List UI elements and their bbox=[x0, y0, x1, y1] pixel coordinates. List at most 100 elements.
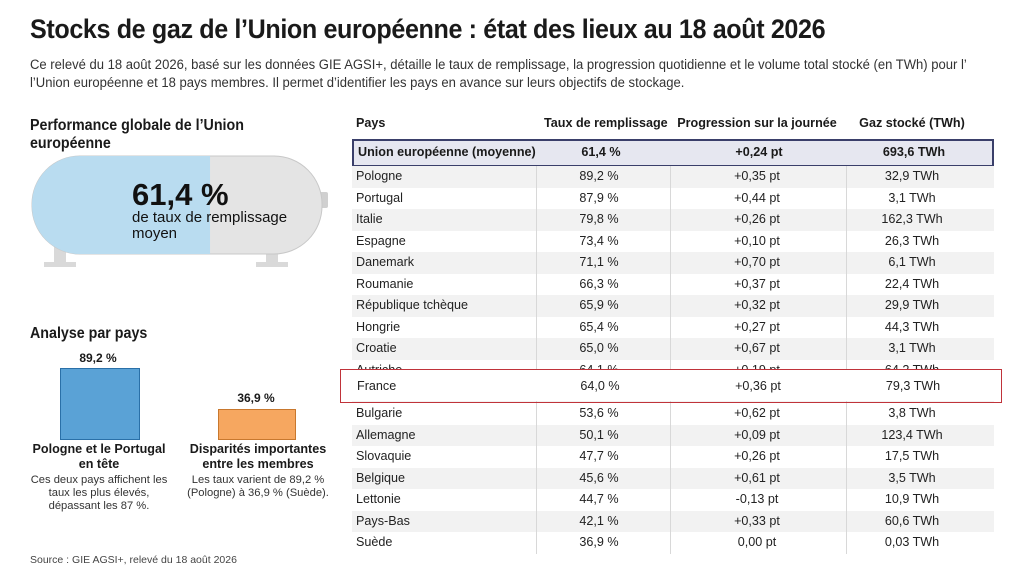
col-pays: Pays bbox=[356, 116, 386, 130]
highlighted-row-france: France 64,0 % +0,36 pt 79,3 TWh bbox=[341, 370, 1001, 401]
eu-fill-rate-value: 61,4 % bbox=[132, 177, 229, 212]
table-row: Espagne 73,4 % +0,10 pt 26,3 TWh bbox=[352, 230, 994, 253]
cell-gaz: 17,5 TWh bbox=[884, 449, 940, 464]
cell-pays: Danemark bbox=[356, 255, 415, 270]
cell-gaz: 3,1 TWh bbox=[888, 341, 936, 356]
cell-taux: 73,4 % bbox=[579, 233, 619, 248]
cell-progression: +0,35 pt bbox=[734, 169, 780, 183]
cell-taux: 44,7 % bbox=[579, 492, 619, 507]
cell-gaz: 3,8 TWh bbox=[888, 406, 936, 421]
table-row: Pays-Bas 42,1 % +0,33 pt 60,6 TWh bbox=[352, 510, 994, 533]
cell-gaz: 29,9 TWh bbox=[884, 298, 940, 313]
cell-progression: +0,10 pt bbox=[734, 233, 780, 248]
cell-progression: +0,37 pt bbox=[734, 276, 780, 291]
table-row: Croatie 65,0 % +0,67 pt 3,1 TWh bbox=[352, 338, 994, 360]
cell-gaz: 162,3 TWh bbox=[881, 212, 943, 227]
cell-pays: Roumanie bbox=[356, 276, 414, 291]
cell-pays: Pays-Bas bbox=[356, 513, 410, 528]
cell-pays: Suède bbox=[356, 535, 393, 550]
performance-heading: Performance globale de l’Union européenn… bbox=[30, 117, 244, 152]
cell-progression: +0,44 pt bbox=[734, 190, 780, 205]
cell-taux: 47,7 % bbox=[579, 449, 619, 464]
cell-taux: 71,1 % bbox=[579, 255, 619, 270]
cell-progression: 0,00 pt bbox=[737, 535, 777, 550]
bar-high bbox=[60, 368, 140, 440]
tank-fill-level bbox=[32, 156, 211, 254]
table-row: Belgique 45,6 % +0,61 pt 3,5 TWh bbox=[352, 467, 994, 490]
bar-value-label: 36,9 % bbox=[237, 391, 275, 405]
source-note: Source : GIE AGSI+, relevé du 18 août 20… bbox=[30, 554, 237, 566]
cell-progression: +0,33 pt bbox=[734, 513, 780, 528]
analyse-heading: Analyse par pays bbox=[30, 325, 148, 342]
cell-progression: +0,62 pt bbox=[734, 406, 780, 421]
bar-value-label: 89,2 % bbox=[79, 351, 117, 365]
cell-taux: 45,6 % bbox=[579, 470, 619, 485]
cell-progression: +0,36 pt bbox=[735, 379, 781, 393]
table-row: Roumanie 66,3 % +0,37 pt 22,4 TWh bbox=[352, 273, 994, 296]
cell-gaz: 22,4 TWh bbox=[884, 276, 940, 291]
table-row: Danemark 71,1 % +0,70 pt 6,1 TWh bbox=[352, 252, 994, 274]
cell-pays: Belgique bbox=[356, 470, 406, 485]
cell-taux: 42,1 % bbox=[579, 513, 619, 528]
cell-taux: 65,9 % bbox=[579, 298, 619, 313]
cell-gaz: 79,3 TWh bbox=[885, 379, 941, 393]
cell-pays: Lettonie bbox=[356, 492, 401, 507]
cell-pays: Pologne bbox=[356, 169, 403, 183]
eu-average-row: Union européenne (moyenne) 61,4 % +0,24 … bbox=[352, 139, 994, 167]
gas-tank-icon bbox=[31, 155, 328, 267]
table-row: Bulgarie 53,6 % +0,62 pt 3,8 TWh bbox=[352, 403, 994, 425]
cell-gaz: 26,3 TWh bbox=[884, 233, 940, 248]
highlight-frame bbox=[340, 369, 1002, 403]
cell-pays: Espagne bbox=[356, 233, 406, 248]
page-title: Stocks de gaz de l’Union européenne : ét… bbox=[30, 14, 826, 44]
cell-pays: Union européenne (moyenne) bbox=[358, 145, 536, 159]
cell-gaz: 60,6 TWh bbox=[884, 513, 940, 528]
cell-gaz: 123,4 TWh bbox=[881, 427, 943, 442]
column-divider bbox=[536, 166, 537, 554]
column-divider bbox=[846, 166, 847, 554]
cell-gaz: 693,6 TWh bbox=[882, 145, 946, 159]
cell-gaz: 3,5 TWh bbox=[888, 470, 936, 485]
cell-taux: 65,0 % bbox=[579, 341, 619, 356]
col-progression: Progression sur la journée bbox=[677, 116, 837, 130]
cell-progression: +0,27 pt bbox=[734, 319, 780, 334]
cell-taux: 79,8 % bbox=[579, 212, 619, 227]
cell-gaz: 10,9 TWh bbox=[884, 492, 940, 507]
cell-progression: +0,26 pt bbox=[734, 212, 780, 227]
table-header: Pays Taux de remplissage Progression sur… bbox=[352, 112, 994, 134]
table-row: Pologne 89,2 % +0,35 pt 32,9 TWh bbox=[352, 166, 994, 188]
eu-fill-rate-label: de taux de remplissage moyen bbox=[132, 209, 288, 242]
cell-pays: Bulgarie bbox=[356, 406, 403, 421]
cell-gaz: 3,1 TWh bbox=[888, 190, 936, 205]
bar-title: Pologne et le Portugal en tête bbox=[32, 442, 166, 471]
table-row: Allemagne 50,1 % +0,09 pt 123,4 TWh bbox=[352, 424, 994, 447]
cell-taux: 61,4 % bbox=[581, 145, 621, 159]
cell-progression: +0,70 pt bbox=[734, 255, 780, 270]
table-row: Hongrie 65,4 % +0,27 pt 44,3 TWh bbox=[352, 316, 994, 339]
cell-progression: +0,24 pt bbox=[735, 145, 783, 159]
cell-progression: +0,09 pt bbox=[734, 427, 780, 442]
cell-taux: 53,6 % bbox=[579, 406, 619, 421]
cell-progression: +0,32 pt bbox=[734, 298, 780, 313]
col-gaz: Gaz stocké (TWh) bbox=[859, 116, 965, 130]
column-divider bbox=[670, 166, 671, 554]
intro-paragraph: Ce relevé du 18 août 2026, basé sur les … bbox=[30, 57, 967, 91]
cell-pays: Slovaquie bbox=[356, 449, 412, 464]
col-taux: Taux de remplissage bbox=[544, 116, 668, 130]
table-row: Slovaquie 47,7 % +0,26 pt 17,5 TWh bbox=[352, 446, 994, 468]
cell-taux: 89,2 % bbox=[579, 169, 619, 183]
cell-taux: 36,9 % bbox=[579, 535, 619, 550]
table-row: Lettonie 44,7 % -0,13 pt 10,9 TWh bbox=[352, 489, 994, 511]
cell-pays: Croatie bbox=[356, 341, 397, 356]
cell-gaz: 44,3 TWh bbox=[884, 319, 940, 334]
cell-progression: -0,13 pt bbox=[735, 492, 779, 507]
bar-description: Les taux varient de 89,2 % (Pologne) à 3… bbox=[187, 474, 329, 499]
cell-gaz: 6,1 TWh bbox=[888, 255, 936, 270]
cell-progression: +0,67 pt bbox=[734, 341, 780, 356]
cell-pays: Allemagne bbox=[356, 427, 416, 442]
bar-description: Ces deux pays affichent les taux les plu… bbox=[30, 474, 168, 512]
cell-taux: 64,0 % bbox=[580, 379, 620, 393]
cell-taux: 50,1 % bbox=[579, 427, 619, 442]
table-row: Italie 79,8 % +0,26 pt 162,3 TWh bbox=[352, 209, 994, 231]
bar-title: Disparités importantes entre les membres bbox=[189, 442, 327, 471]
